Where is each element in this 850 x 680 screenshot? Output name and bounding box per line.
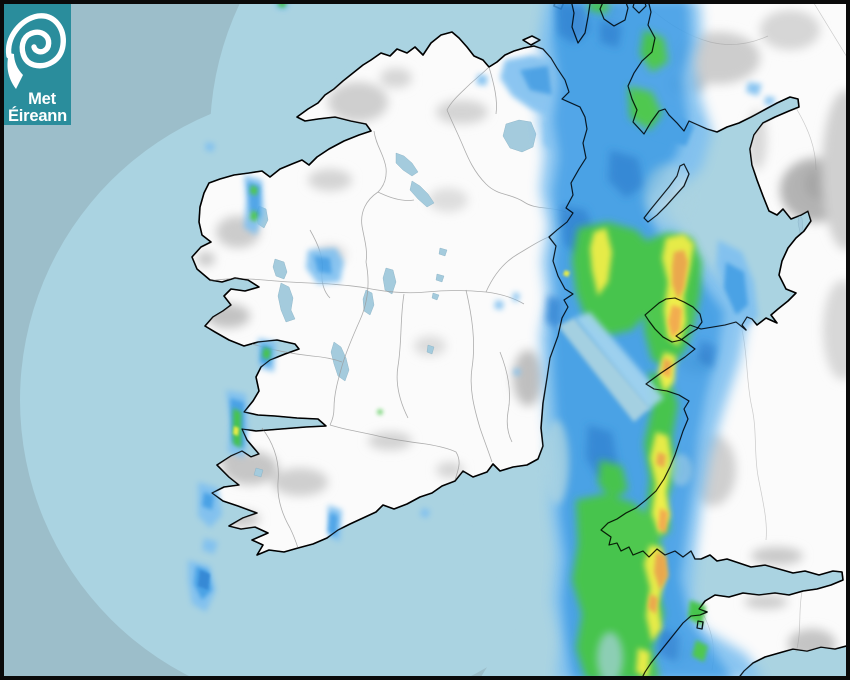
lough-leane	[253, 467, 264, 478]
small-lake	[431, 292, 440, 301]
reservoir-lake	[426, 344, 435, 355]
county-boundaries	[209, 0, 850, 671]
lough-ree	[362, 289, 375, 316]
upper-lough-erne	[409, 180, 435, 208]
rain-cores-intense	[648, 250, 688, 614]
small-lake	[435, 273, 445, 283]
met-eireann-logo: Met Éireann	[4, 3, 71, 125]
rain-specks-very-heavy	[233, 270, 570, 436]
lough-corrib	[277, 282, 296, 323]
logo-text-line2: Éireann	[8, 106, 67, 125]
met-eireann-swirl-icon	[5, 13, 66, 89]
lough-allen	[382, 267, 397, 295]
lower-lough-erne	[395, 152, 419, 177]
small-lake	[438, 247, 448, 257]
lough-mask	[272, 258, 288, 280]
ireland-hillshade	[197, 62, 576, 527]
dry-slot	[543, 164, 692, 680]
windermere	[797, 215, 804, 234]
lough-neagh	[502, 119, 537, 153]
logo-text-line1: Met	[28, 90, 57, 108]
rain-specks-heavy	[233, 0, 708, 662]
rain-dots-strong	[198, 570, 210, 590]
